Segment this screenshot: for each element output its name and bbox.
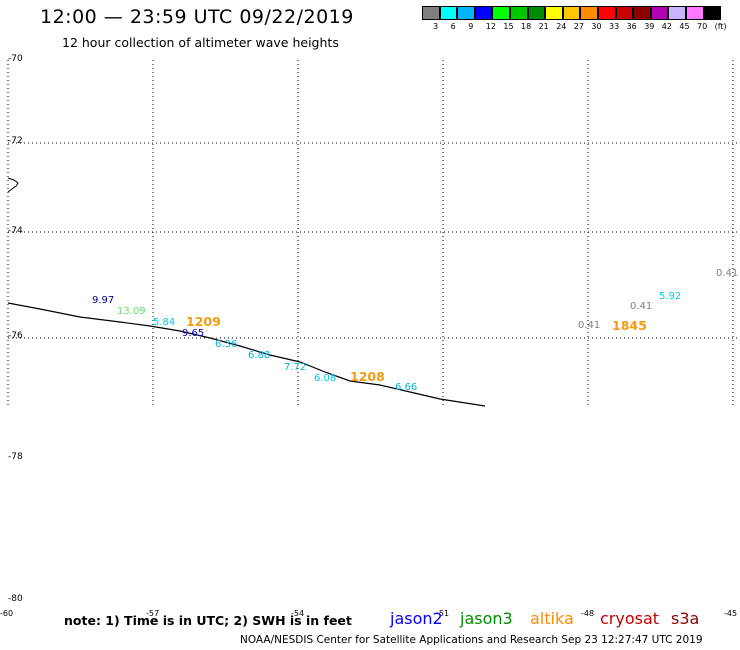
- scale-label: 6: [450, 22, 456, 31]
- scale-label: 12: [485, 22, 496, 31]
- scale-label: 18: [521, 22, 532, 31]
- satellite-legend-item: jason2: [390, 609, 443, 628]
- graticule-grid: [7, 60, 740, 407]
- satellite-legend-item: cryosat: [600, 609, 660, 628]
- units-note: note: 1) Time is in UTC; 2) SWH is in fe…: [64, 613, 352, 628]
- scale-label: 24: [556, 22, 567, 31]
- scale-swatch: [668, 6, 686, 20]
- wave-height-label: 9.97: [92, 295, 114, 306]
- scale-swatch: [527, 6, 546, 20]
- scale-swatch: [492, 6, 510, 20]
- scale-label: 21: [538, 22, 549, 31]
- satellite-legend-item: altika: [530, 609, 574, 628]
- scale-label: 39: [644, 22, 655, 31]
- wave-height-label: 13.09: [117, 306, 146, 317]
- scale-swatch: [562, 6, 581, 20]
- pass-time-label: 1845: [612, 318, 647, 333]
- scale-swatch: [597, 6, 616, 20]
- wave-height-label: 6.66: [395, 382, 417, 393]
- scale-swatch: [439, 6, 458, 20]
- lat-label: -70: [8, 54, 23, 64]
- satellite-legend-item: jason3: [460, 609, 513, 628]
- scale-swatch: [580, 6, 598, 20]
- wave-height-color-scale: [422, 6, 722, 20]
- wave-height-label: 9.65: [182, 328, 204, 339]
- coastline: [7, 177, 19, 193]
- scale-label: 27: [573, 22, 584, 31]
- lat-label: -72: [8, 136, 23, 146]
- wave-height-label: 0.41: [630, 301, 652, 312]
- scale-swatch: [457, 6, 475, 20]
- wave-height-label: 5.92: [659, 291, 681, 302]
- lat-label: -80: [8, 594, 23, 604]
- scale-label: 36: [626, 22, 637, 31]
- lat-label: -78: [8, 452, 23, 462]
- scale-label: (ft): [714, 22, 727, 31]
- wave-height-label: 6.08: [314, 373, 336, 384]
- wave-height-label: 0.41: [578, 320, 600, 331]
- wave-height-label: 6.88: [248, 350, 270, 361]
- ice-edge-line: [7, 302, 486, 407]
- wave-height-scale-labels: 3 6 9 12 15 18 21 24 27 30 33 36 39 42 45 70 (ft): [422, 22, 740, 34]
- footer-credit: NOAA/NESDIS Center for Satellite Applica…: [240, 634, 703, 646]
- pass-time-label: 1209: [186, 314, 221, 329]
- satellite-legend-item: s3a: [671, 609, 700, 628]
- scale-swatch: [615, 6, 634, 20]
- scale-label: 15: [503, 22, 514, 31]
- scale-label: 3: [433, 22, 439, 31]
- lon-label: -57: [146, 609, 159, 618]
- wave-height-label: 0.41: [716, 268, 738, 279]
- scale-label: 42: [661, 22, 672, 31]
- lat-label: -76: [8, 331, 23, 341]
- lon-label: -48: [581, 609, 594, 618]
- lon-label: -60: [0, 609, 13, 618]
- pass-time-label: 1208: [350, 369, 385, 384]
- lat-label: -74: [8, 226, 23, 236]
- scale-label: 45: [679, 22, 690, 31]
- lon-label: -51: [436, 609, 449, 618]
- scale-swatch: [633, 6, 651, 20]
- map-title: 12:00 — 23:59 UTC 09/22/2019: [40, 6, 354, 28]
- lon-label: -45: [724, 609, 737, 618]
- scale-label: 33: [609, 22, 620, 31]
- scale-swatch: [545, 6, 563, 20]
- scale-label: 30: [591, 22, 602, 31]
- scale-swatch: [685, 6, 704, 20]
- scale-swatch: [509, 6, 528, 20]
- scale-swatch: [650, 6, 669, 20]
- scale-swatch: [422, 6, 440, 20]
- scale-label: 70: [697, 22, 708, 31]
- wave-height-label: 6.36: [215, 339, 237, 350]
- wave-height-label: 5.84: [153, 317, 175, 328]
- lon-label: -54: [291, 609, 304, 618]
- scale-swatch: [703, 6, 722, 20]
- map-subtitle: 12 hour collection of altimeter wave hei…: [62, 35, 339, 50]
- scale-label: 9: [468, 22, 474, 31]
- wave-height-label: 7.72: [284, 362, 306, 373]
- scale-swatch: [474, 6, 493, 20]
